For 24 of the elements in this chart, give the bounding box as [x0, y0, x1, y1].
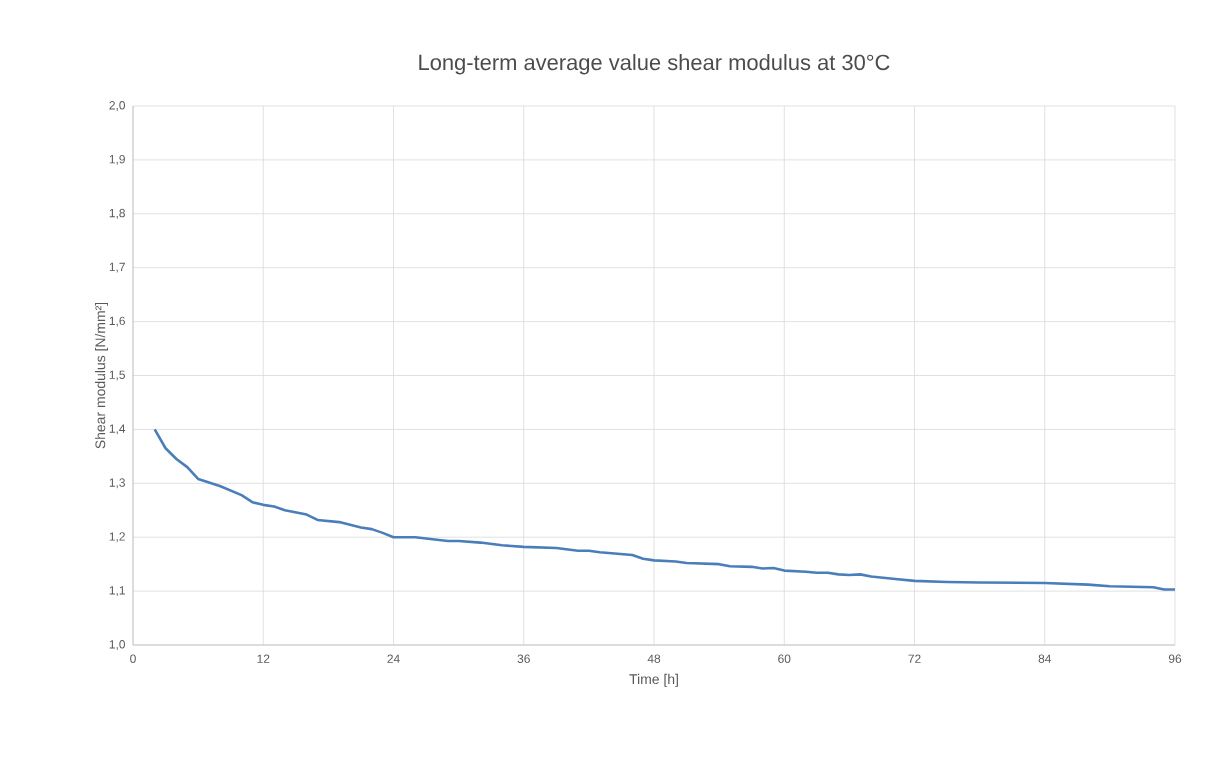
y-tick-label: 1,9 — [109, 154, 125, 165]
y-tick-label: 1,3 — [109, 478, 125, 489]
x-tick-label: 12 — [257, 654, 270, 663]
x-tick-label: 72 — [908, 654, 921, 663]
y-axis-title: Shear modulus [N/mm²] — [95, 302, 109, 449]
x-axis-title: Time [h] — [629, 673, 678, 687]
y-tick-label: 1,7 — [109, 262, 125, 273]
x-tick-label: 36 — [517, 654, 530, 663]
x-tick-label: 84 — [1038, 654, 1052, 663]
y-tick-label: 1,1 — [109, 586, 125, 596]
y-tick-label: 1,8 — [109, 208, 125, 219]
y-tick-label: 1,0 — [109, 640, 126, 650]
y-tick-label: 1,2 — [109, 532, 125, 543]
y-tick-label: 1,4 — [109, 424, 126, 435]
y-tick-label: 1,5 — [109, 370, 125, 381]
x-tick-label: 96 — [1168, 654, 1182, 663]
x-tick-label: 48 — [647, 654, 661, 663]
x-tick-label: 0 — [130, 654, 136, 663]
x-tick-label: 60 — [778, 654, 791, 663]
chart-title: Long-term average value shear modulus at 30°C — [419, 54, 890, 75]
y-tick-label: 1,6 — [109, 316, 125, 327]
y-tick-label: 2,0 — [109, 101, 126, 111]
x-tick-label: 24 — [387, 654, 400, 663]
line-series — [153, 428, 1175, 591]
